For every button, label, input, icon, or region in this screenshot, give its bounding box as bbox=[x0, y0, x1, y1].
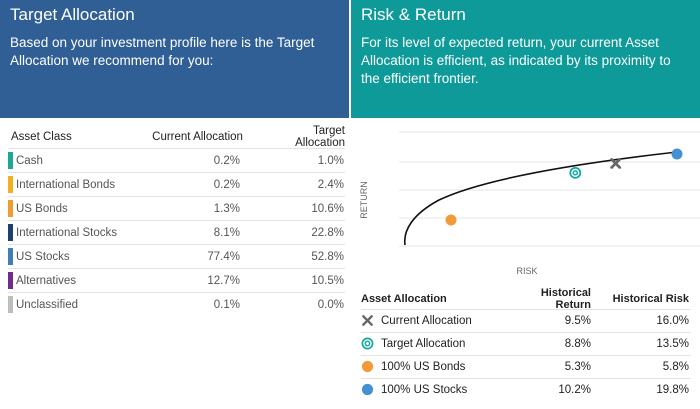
allocation-name-cell: 100% US Stocks bbox=[361, 383, 511, 397]
asset-class-cell: International Bonds bbox=[8, 176, 148, 193]
risk-return-table: Asset Allocation Historical Return Histo… bbox=[361, 286, 691, 401]
table-row: US Stocks 77.4% 52.8% bbox=[8, 244, 345, 268]
table-header-row: Asset Allocation Historical Return Histo… bbox=[361, 286, 691, 311]
asset-color-swatch bbox=[8, 296, 13, 313]
asset-class-name: US Stocks bbox=[16, 250, 70, 263]
allocation-name: Target Allocation bbox=[381, 338, 466, 350]
asset-class-name: Cash bbox=[16, 154, 43, 167]
target-allocation-point bbox=[569, 166, 582, 179]
allocation-name: 100% US Bonds bbox=[381, 361, 466, 373]
historical-risk-cell: 19.8% bbox=[656, 384, 689, 396]
header-current-allocation: Current Allocation bbox=[152, 131, 243, 143]
asset-class-cell: Cash bbox=[8, 152, 148, 169]
us-stocks-point bbox=[671, 148, 683, 160]
historical-risk-cell: 5.8% bbox=[662, 361, 689, 373]
table-row: US Bonds 1.3% 10.6% bbox=[8, 196, 345, 220]
asset-color-swatch bbox=[8, 200, 13, 217]
header-historical-risk: Historical Risk bbox=[612, 292, 689, 305]
asset-class-name: US Bonds bbox=[16, 202, 68, 215]
historical-risk-cell: 13.5% bbox=[656, 338, 689, 350]
orange-dot-icon bbox=[361, 360, 377, 374]
panel-title: Target Allocation bbox=[10, 5, 135, 24]
risk-return-panel: Risk & Return For its level of expected … bbox=[351, 0, 700, 409]
efficient-frontier-chart: RETURN RISK bbox=[351, 128, 700, 284]
target-allocation-cell: 52.8% bbox=[311, 250, 344, 263]
panel-description: For its level of expected return, your c… bbox=[361, 35, 671, 86]
current-allocation-cell: 0.1% bbox=[213, 298, 240, 311]
current-allocation-cell: 77.4% bbox=[207, 250, 240, 263]
current-allocation-cell: 0.2% bbox=[213, 178, 240, 191]
table-header-row: Asset Class Current Allocation Target Al… bbox=[8, 125, 345, 149]
table-row: Unclassified 0.1% 0.0% bbox=[8, 292, 345, 316]
asset-class-name: Unclassified bbox=[16, 298, 78, 311]
table-row: Current Allocation 9.5% 16.0% bbox=[361, 309, 691, 332]
historical-return-cell: 8.8% bbox=[564, 338, 591, 350]
header-asset-class: Asset Class bbox=[11, 131, 72, 143]
target-allocation-cell: 0.0% bbox=[317, 298, 344, 311]
asset-color-swatch bbox=[8, 248, 13, 265]
allocation-rows: Cash 0.2% 1.0% International Bonds 0.2% 2.4% U… bbox=[8, 148, 345, 316]
target-allocation-header: Target Allocation Based on your investme… bbox=[0, 0, 349, 118]
table-row: Target Allocation 8.8% 13.5% bbox=[361, 332, 691, 355]
table-row: International Stocks 8.1% 22.8% bbox=[8, 220, 345, 244]
asset-class-name: International Bonds bbox=[16, 178, 116, 191]
panel-description: Based on your investment profile here is… bbox=[10, 35, 315, 68]
current-allocation-cell: 1.3% bbox=[213, 202, 240, 215]
allocation-name: Current Allocation bbox=[381, 315, 472, 327]
historical-return-cell: 5.3% bbox=[564, 361, 591, 373]
current-allocation-cell: 12.7% bbox=[207, 274, 240, 287]
asset-class-cell: Alternatives bbox=[8, 272, 148, 289]
chart-points bbox=[445, 148, 683, 226]
current-allocation-cell: 0.2% bbox=[213, 154, 240, 167]
historical-risk-cell: 16.0% bbox=[656, 315, 689, 327]
table-row: Cash 0.2% 1.0% bbox=[8, 148, 345, 172]
x-axis-label: RISK bbox=[516, 266, 537, 276]
header-target-allocation: Target Allocation bbox=[295, 125, 345, 149]
allocation-name: 100% US Stocks bbox=[381, 384, 468, 396]
asset-class-cell: Unclassified bbox=[8, 296, 148, 313]
panel-title: Risk & Return bbox=[361, 5, 466, 24]
efficient-frontier-curve bbox=[404, 151, 678, 246]
asset-color-swatch bbox=[8, 176, 13, 193]
asset-class-name: Alternatives bbox=[16, 274, 77, 287]
target-allocation-cell: 2.4% bbox=[317, 178, 344, 191]
risk-rows: Current Allocation 9.5% 16.0% Target Alloca… bbox=[361, 309, 691, 401]
header-asset-allocation: Asset Allocation bbox=[361, 292, 447, 305]
panel-divider bbox=[349, 0, 351, 409]
chart-svg: RETURN RISK bbox=[359, 131, 700, 276]
target-allocation-cell: 1.0% bbox=[317, 154, 344, 167]
target-allocation-cell: 22.8% bbox=[311, 226, 344, 239]
allocation-table: Asset Class Current Allocation Target Al… bbox=[8, 125, 345, 316]
allocation-name-cell: Target Allocation bbox=[361, 337, 511, 351]
target-allocation-cell: 10.5% bbox=[311, 274, 344, 287]
asset-class-cell: US Bonds bbox=[8, 200, 148, 217]
current-allocation-cell: 8.1% bbox=[213, 226, 240, 239]
asset-color-swatch bbox=[8, 272, 13, 289]
table-row: 100% US Bonds 5.3% 5.8% bbox=[361, 355, 691, 378]
asset-class-cell: International Stocks bbox=[8, 224, 148, 241]
risk-return-header: Risk & Return For its level of expected … bbox=[351, 0, 700, 118]
target-allocation-cell: 10.6% bbox=[311, 202, 344, 215]
asset-class-name: International Stocks bbox=[16, 226, 118, 239]
header-historical-return: Historical Return bbox=[540, 286, 591, 311]
blue-dot-icon bbox=[361, 383, 377, 397]
current-allocation-point bbox=[610, 158, 622, 169]
asset-color-swatch bbox=[8, 224, 13, 241]
table-row: International Bonds 0.2% 2.4% bbox=[8, 172, 345, 196]
table-row: Alternatives 12.7% 10.5% bbox=[8, 268, 345, 292]
target-ring-icon bbox=[361, 337, 377, 351]
us-bonds-point bbox=[445, 214, 457, 226]
asset-class-cell: US Stocks bbox=[8, 248, 148, 265]
table-row: 100% US Stocks 10.2% 19.8% bbox=[361, 378, 691, 401]
historical-return-cell: 10.2% bbox=[558, 384, 591, 396]
historical-return-cell: 9.5% bbox=[564, 315, 591, 327]
allocation-name-cell: 100% US Bonds bbox=[361, 360, 511, 374]
target-allocation-panel: Target Allocation Based on your investme… bbox=[0, 0, 349, 409]
x-mark-icon bbox=[361, 314, 377, 328]
asset-color-swatch bbox=[8, 152, 13, 169]
allocation-name-cell: Current Allocation bbox=[361, 314, 511, 328]
y-axis-label: RETURN bbox=[359, 181, 369, 219]
